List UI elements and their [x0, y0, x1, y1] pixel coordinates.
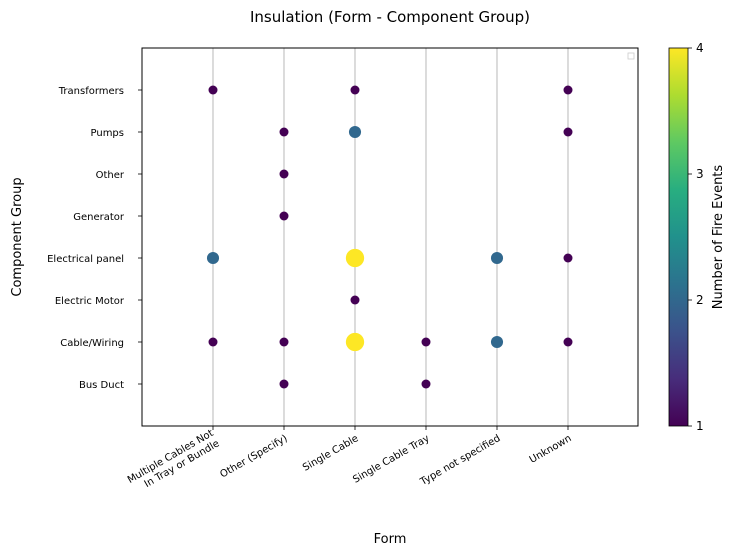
y-tick-label-cable-wiring: Cable/Wiring: [60, 338, 124, 349]
colorbar-tick-label: 1: [696, 419, 704, 433]
data-point: [279, 211, 289, 221]
y-tick-label-generator: Generator: [73, 212, 125, 223]
colorbar-tick-label: 2: [696, 293, 704, 307]
x-axis-ticks: Multiple Cables NotIn Tray or BundleOthe…: [126, 426, 574, 497]
y-tick-label-transformers: Transformers: [58, 86, 124, 97]
plot-area-frame: [141, 47, 639, 427]
y-axis-label: Component Group: [10, 177, 25, 296]
data-point: [345, 248, 365, 268]
data-point: [350, 85, 360, 95]
data-point: [345, 332, 365, 352]
chart-title: Insulation (Form - Component Group): [250, 8, 530, 26]
data-point: [490, 335, 504, 349]
data-point: [563, 253, 573, 263]
data-point: [348, 125, 362, 139]
x-axis-label: Form: [374, 532, 407, 547]
colorbar: [668, 47, 689, 427]
data-point: [563, 85, 573, 95]
y-tick-label-electric-motor: Electric Motor: [55, 296, 125, 307]
data-point: [350, 295, 360, 305]
x-tick-label-unknown: Unknown: [528, 433, 574, 466]
data-point: [206, 251, 220, 265]
x-tick-label-other-specify: Other (Specify): [218, 433, 289, 480]
data-point: [421, 379, 431, 389]
legend-box: [627, 52, 635, 60]
data-point: [208, 337, 218, 347]
colorbar-tick-label: 4: [696, 41, 704, 55]
x-tick-label-multiple-cables-not-in-tray-or-bundle: Multiple Cables NotIn Tray or Bundle: [126, 428, 222, 497]
gridlines: [212, 48, 569, 426]
data-point: [490, 251, 504, 265]
colorbar-ticks: 1 2 3 4: [688, 41, 704, 433]
data-point: [279, 337, 289, 347]
y-tick-label-pumps: Pumps: [91, 128, 125, 139]
x-tick-label-single-cable: Single Cable: [301, 433, 360, 474]
colorbar-label: Number of Fire Events: [711, 165, 726, 310]
colorbar-tick-label: 3: [696, 167, 704, 181]
y-axis-ticks: Bus Duct Cable/Wiring Electric Motor Electr…: [47, 86, 142, 391]
data-point: [279, 169, 289, 179]
data-point: [279, 127, 289, 137]
data-point: [279, 379, 289, 389]
data-point: [421, 337, 431, 347]
data-points: [206, 85, 573, 389]
data-point: [563, 337, 573, 347]
y-tick-label-bus-duct: Bus Duct: [79, 380, 124, 391]
data-point: [208, 85, 218, 95]
data-point: [563, 127, 573, 137]
y-tick-label-other: Other: [96, 170, 125, 181]
y-tick-label-electrical-panel: Electrical panel: [47, 254, 124, 265]
